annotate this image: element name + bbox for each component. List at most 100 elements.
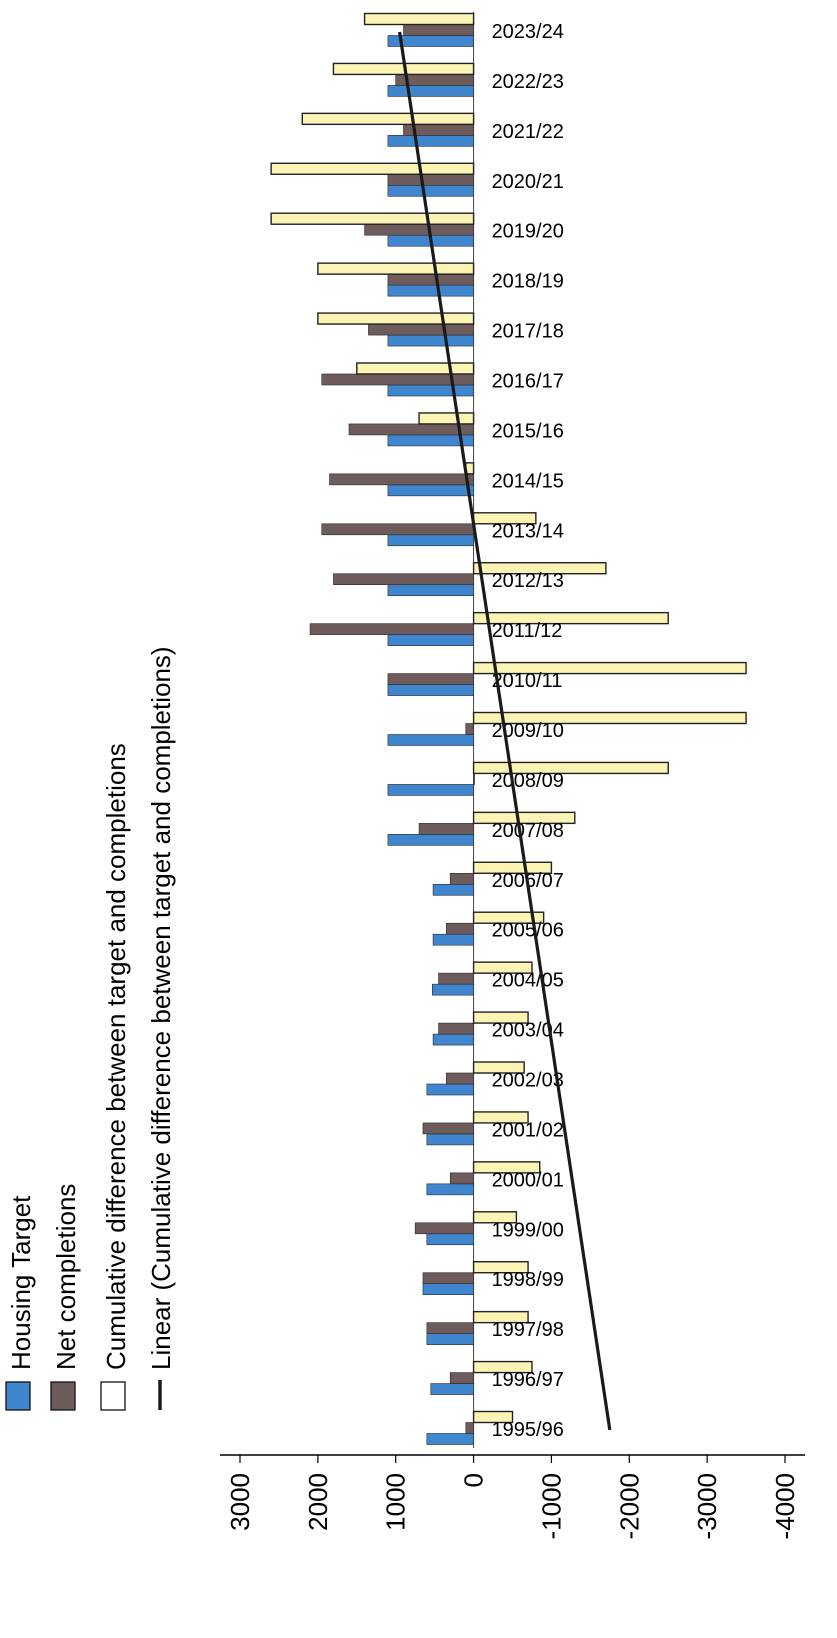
legend-label: Linear (Cumulative difference between ta… bbox=[146, 646, 176, 1370]
category-label: 1996/97 bbox=[492, 1369, 564, 1391]
category-label: 2001/02 bbox=[492, 1119, 564, 1141]
category-label: 1997/98 bbox=[492, 1319, 564, 1341]
bar-cumulative-difference-between-target-and-completions bbox=[270, 212, 475, 225]
bar-net-completions bbox=[333, 573, 474, 586]
bar-housing-target bbox=[426, 1433, 474, 1445]
category-label: 2022/23 bbox=[492, 71, 564, 93]
bar-housing-target bbox=[387, 534, 474, 547]
category-label: 2007/08 bbox=[492, 820, 564, 842]
bar-cumulative-difference-between-target-and-completions bbox=[472, 1410, 514, 1424]
bar-housing-target bbox=[426, 1133, 474, 1146]
legend-swatch bbox=[100, 1381, 126, 1411]
value-tick-label: -1000 bbox=[536, 1473, 566, 1540]
category-label: 2005/06 bbox=[492, 920, 564, 942]
bar-housing-target bbox=[387, 135, 474, 147]
category-label: 2020/21 bbox=[492, 171, 564, 193]
bar-cumulative-difference-between-target-and-completions bbox=[472, 562, 607, 575]
bar-cumulative-difference-between-target-and-completions bbox=[472, 1360, 533, 1374]
trendline bbox=[398, 31, 612, 1431]
bar-housing-target bbox=[387, 334, 474, 347]
category-label: 2012/13 bbox=[492, 570, 564, 592]
bar-housing-target bbox=[432, 883, 474, 896]
value-tick-label: 1000 bbox=[381, 1473, 411, 1531]
bar-net-completions bbox=[368, 323, 474, 336]
bar-cumulative-difference-between-target-and-completions bbox=[472, 1211, 518, 1224]
bar-net-completions bbox=[387, 273, 474, 286]
category-label: 2023/24 bbox=[492, 21, 564, 43]
bar-cumulative-difference-between-target-and-completions bbox=[472, 1011, 529, 1024]
bar-cumulative-difference-between-target-and-completions bbox=[472, 811, 576, 825]
bar-net-completions bbox=[465, 723, 474, 735]
bar-cumulative-difference-between-target-and-completions bbox=[317, 312, 475, 325]
bar-cumulative-difference-between-target-and-completions bbox=[472, 611, 669, 625]
value-tick-label: -4000 bbox=[770, 1473, 800, 1540]
bar-housing-target bbox=[387, 634, 474, 646]
legend-swatch bbox=[50, 1381, 76, 1411]
category-label: 2014/15 bbox=[492, 470, 564, 492]
bar-cumulative-difference-between-target-and-completions bbox=[363, 12, 475, 26]
category-label: 2019/20 bbox=[492, 221, 564, 243]
bar-housing-target bbox=[387, 734, 474, 746]
legend-label: Cumulative difference between target and… bbox=[101, 743, 131, 1370]
bar-cumulative-difference-between-target-and-completions bbox=[418, 412, 475, 425]
category-label: 2018/19 bbox=[492, 271, 564, 293]
category-label: 2008/09 bbox=[492, 770, 564, 792]
bar-net-completions bbox=[473, 773, 475, 785]
category-label: 2016/17 bbox=[492, 371, 564, 393]
bar-housing-target bbox=[430, 1383, 474, 1395]
bar-housing-target bbox=[426, 1233, 474, 1246]
category-label: 1995/96 bbox=[492, 1419, 564, 1441]
legend-label: Net completions bbox=[51, 1184, 81, 1370]
category-label: 2009/10 bbox=[492, 720, 564, 742]
category-label: 2013/14 bbox=[492, 520, 564, 542]
bar-net-completions bbox=[449, 1372, 474, 1384]
bar-net-completions bbox=[321, 523, 474, 536]
bar-net-completions bbox=[414, 1222, 474, 1235]
bar-net-completions bbox=[426, 1322, 474, 1334]
value-tick-label: 0 bbox=[459, 1473, 489, 1487]
category-label: 2021/22 bbox=[492, 121, 564, 143]
bar-cumulative-difference-between-target-and-completions bbox=[472, 861, 553, 874]
category-label: 2002/03 bbox=[492, 1070, 564, 1092]
category-label: 2004/05 bbox=[492, 970, 564, 992]
bar-net-completions bbox=[364, 223, 474, 236]
bar-net-completions bbox=[438, 1022, 474, 1035]
category-label: 2000/01 bbox=[492, 1169, 564, 1191]
bar-cumulative-difference-between-target-and-completions bbox=[472, 761, 669, 775]
bar-cumulative-difference-between-target-and-completions bbox=[472, 1111, 529, 1124]
bar-net-completions bbox=[309, 623, 474, 635]
bar-cumulative-difference-between-target-and-completions bbox=[472, 961, 533, 974]
bar-cumulative-difference-between-target-and-completions bbox=[301, 112, 475, 126]
bar-cumulative-difference-between-target-and-completions bbox=[317, 262, 475, 275]
category-label: 2011/12 bbox=[492, 620, 563, 642]
legend-swatch bbox=[5, 1381, 31, 1411]
bar-housing-target bbox=[432, 933, 474, 946]
bar-cumulative-difference-between-target-and-completions bbox=[472, 1261, 529, 1274]
category-label: 2017/18 bbox=[492, 321, 564, 343]
bar-housing-target bbox=[387, 784, 474, 796]
bar-cumulative-difference-between-target-and-completions bbox=[472, 711, 747, 725]
bar-housing-target bbox=[387, 384, 474, 397]
value-tick-label: 2000 bbox=[303, 1473, 333, 1531]
bar-housing-target bbox=[387, 284, 474, 297]
bar-housing-target bbox=[426, 1083, 474, 1096]
bar-housing-target bbox=[387, 834, 474, 846]
bar-housing-target bbox=[426, 1183, 474, 1196]
value-tick-label: -3000 bbox=[692, 1473, 722, 1540]
bar-cumulative-difference-between-target-and-completions bbox=[472, 1061, 525, 1074]
bar-housing-target bbox=[422, 1283, 474, 1296]
bar-net-completions bbox=[348, 423, 474, 436]
category-label: 2010/11 bbox=[492, 670, 563, 692]
category-label: 2015/16 bbox=[492, 420, 564, 442]
bar-net-completions bbox=[465, 1422, 474, 1434]
bar-cumulative-difference-between-target-and-completions bbox=[270, 162, 475, 175]
bar-net-completions bbox=[387, 173, 474, 186]
bar-cumulative-difference-between-target-and-completions bbox=[472, 911, 545, 924]
bar-net-completions bbox=[446, 1072, 474, 1085]
bar-net-completions bbox=[446, 922, 474, 935]
bar-housing-target bbox=[387, 85, 474, 97]
bar-net-completions bbox=[418, 823, 474, 835]
legend-label: Housing Target bbox=[6, 1195, 36, 1370]
